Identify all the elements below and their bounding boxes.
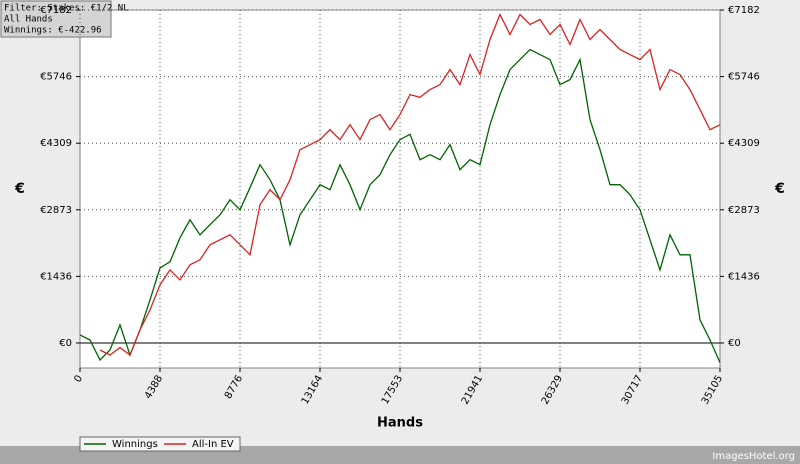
info-line: All Hands (4, 15, 53, 25)
y2-tick-label: €4309 (728, 138, 760, 149)
series-line (79, 48, 721, 363)
y-tick-label: €7182 (40, 5, 72, 16)
info-box: Filter: Stakes: €1/2 NL All Hands Winnin… (0, 0, 129, 38)
info-background (0, 0, 112, 38)
y2-tick-label: €7182 (728, 5, 760, 16)
info-line: Winnings: €-422.96 (4, 26, 102, 36)
legend (79, 436, 241, 452)
y2-tick-label: €2873 (728, 205, 760, 216)
y-tick-label: €4309 (40, 138, 72, 149)
y-axis-label: € (14, 181, 25, 197)
x-axis-label: Hands (377, 416, 423, 431)
legend-label: All-In EV (192, 439, 234, 450)
y2-tick-label: €1436 (728, 271, 760, 282)
info-line: Filter: Stakes: €1/2 NL (4, 4, 129, 14)
y-tick-label: €0 (59, 338, 72, 349)
y2-axis-label: € (774, 181, 785, 197)
plot-area (79, 9, 721, 369)
y-tick-label: €5746 (40, 72, 72, 83)
y2-tick-label: €5746 (728, 72, 760, 83)
y2-tick-label: €0 (728, 338, 741, 349)
watermark: ImagesHotel.org (712, 451, 795, 462)
series-line (99, 12, 721, 357)
y-tick-label: €1436 (40, 271, 72, 282)
y-tick-label: €2873 (40, 205, 72, 216)
legend-label: Winnings (112, 439, 158, 450)
x-tick-label: 0 (72, 374, 85, 385)
